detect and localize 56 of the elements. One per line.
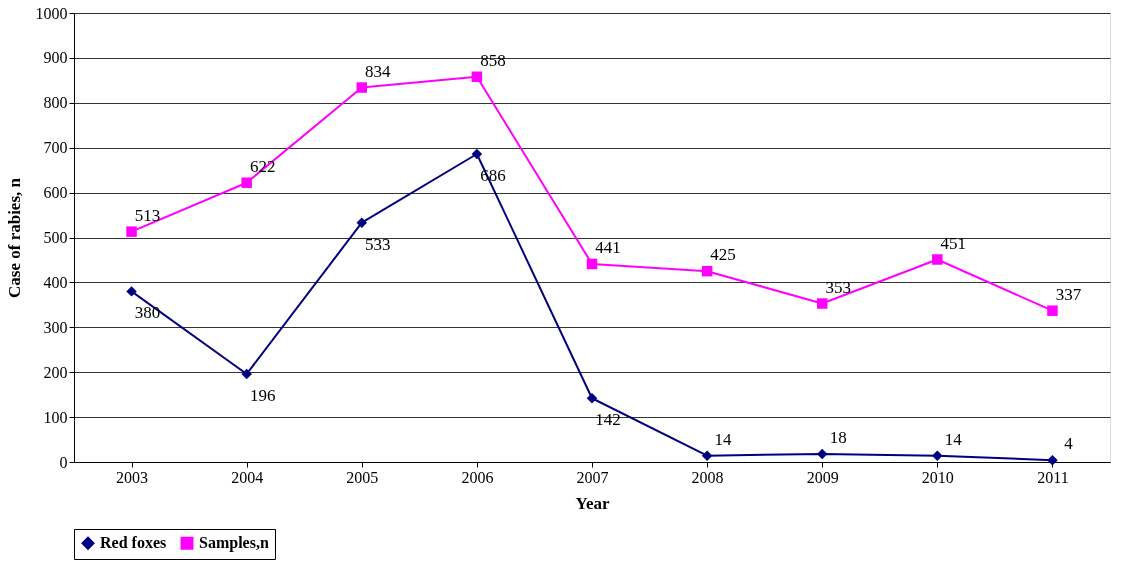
y-tick-label: 1000 (35, 4, 68, 22)
y-tick-label: 700 (43, 139, 68, 157)
y-tick-label: 500 (43, 229, 68, 246)
data-label: 337 (1055, 284, 1082, 304)
point (816, 448, 828, 460)
x-tick-label: 2005 (346, 468, 379, 486)
y-tick-label: 400 (43, 273, 68, 291)
x-tick-label: 2011 (1037, 468, 1069, 486)
data-label: 14 (944, 429, 963, 449)
point (126, 286, 137, 297)
data-label: 441 (595, 237, 621, 257)
point (471, 148, 483, 160)
legend-label: Samples,n (199, 534, 269, 553)
point (1047, 305, 1058, 316)
data-label: 14 (714, 429, 733, 449)
point (126, 226, 137, 237)
point (816, 298, 828, 309)
point (932, 254, 943, 265)
x-axis-title: Year (575, 493, 610, 513)
y-tick-label: 300 (43, 318, 68, 336)
point (586, 258, 598, 270)
x-tick-label: 2010 (921, 468, 954, 486)
y-tick-label: 200 (43, 363, 68, 381)
x-tick-label: 2006 (461, 468, 494, 486)
y-axis-title: Case of rabies, n (4, 177, 24, 298)
x-tick-label: 2007 (576, 468, 609, 486)
data-label: 380 (134, 303, 161, 323)
y-tick-label: 800 (43, 94, 68, 112)
y-tick-label: 100 (43, 408, 68, 426)
data-label: 834 (365, 61, 392, 81)
x-tick-label: 2003 (116, 468, 149, 486)
y-tick-label: 0 (59, 453, 68, 471)
data-label: 513 (134, 205, 161, 225)
point (356, 82, 368, 93)
point (701, 265, 713, 277)
data-label: 425 (710, 245, 736, 265)
data-label: 533 (365, 234, 391, 254)
point (586, 393, 598, 404)
data-label: 451 (940, 233, 967, 253)
x-tick-label: 2008 (691, 468, 724, 486)
point (932, 450, 943, 461)
data-label: 196 (249, 386, 276, 405)
point (356, 217, 368, 228)
point (1047, 454, 1058, 466)
point (471, 71, 483, 82)
legend-label: Red foxes (100, 534, 167, 552)
point (241, 177, 252, 188)
data-label: 353 (825, 277, 851, 297)
y-tick-label: 900 (43, 49, 68, 67)
x-tick-label: 2009 (806, 468, 839, 486)
x-tick-label: 2004 (231, 468, 264, 486)
point (701, 450, 713, 461)
y-tick-label: 600 (43, 184, 68, 202)
data-label: 18 (829, 427, 847, 447)
data-label: 4 (1064, 434, 1074, 454)
point (241, 368, 252, 380)
